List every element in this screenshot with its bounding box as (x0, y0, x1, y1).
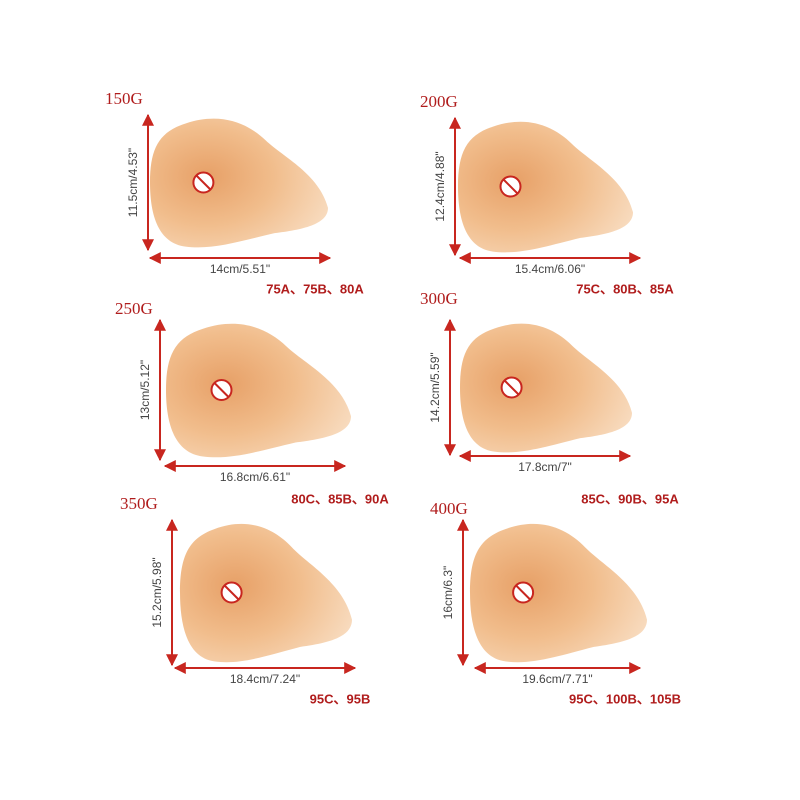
silicone-shape (180, 523, 352, 663)
width-label: 17.8cm/7" (518, 460, 572, 474)
breast-form (458, 121, 633, 253)
width-label: 14cm/5.51" (210, 262, 270, 276)
width-label: 19.6cm/7.71" (522, 672, 592, 686)
breast-form (180, 523, 352, 663)
censor-slash (213, 382, 230, 398)
weight-label: 400G (430, 499, 468, 518)
cup-sizes: 75A、75B、80A (266, 281, 364, 296)
height-label: 12.4cm/4.88" (433, 151, 447, 221)
weight-label: 350G (120, 494, 158, 513)
height-label: 15.2cm/5.98" (150, 557, 164, 627)
cup-sizes: 85C、90B、95A (581, 491, 679, 506)
height-label: 11.5cm/4.53" (126, 148, 140, 217)
breast-form (166, 323, 351, 458)
weight-label: 250G (115, 299, 153, 318)
weight-label: 300G (420, 289, 458, 308)
silicone-shape (460, 323, 632, 453)
censor-slash (502, 178, 519, 195)
height-label: 16cm/6.3" (441, 566, 455, 620)
cup-sizes: 75C、80B、85A (576, 281, 674, 296)
breast-form (470, 523, 647, 663)
breast-form (150, 118, 328, 248)
height-label: 13cm/5.12" (138, 360, 152, 420)
cup-sizes: 80C、85B、90A (291, 491, 389, 506)
width-label: 15.4cm/6.06" (515, 262, 585, 276)
cup-sizes: 95C、100B、105B (569, 691, 681, 706)
height-label: 14.2cm/5.59" (428, 352, 442, 422)
width-label: 16.8cm/6.61" (220, 470, 290, 484)
censor-slash (195, 174, 212, 191)
breast-form (460, 323, 632, 453)
silicone-shape (470, 523, 647, 663)
censor-slash (223, 584, 240, 601)
weight-label: 200G (420, 92, 458, 111)
censor-slash (515, 584, 531, 601)
silicone-shape (458, 121, 633, 253)
cup-sizes: 95C、95B (310, 691, 371, 706)
width-label: 18.4cm/7.24" (230, 672, 300, 686)
silicone-shape (166, 323, 351, 458)
silicone-shape (150, 118, 328, 248)
censor-slash (503, 379, 520, 396)
weight-label: 150G (105, 89, 143, 108)
